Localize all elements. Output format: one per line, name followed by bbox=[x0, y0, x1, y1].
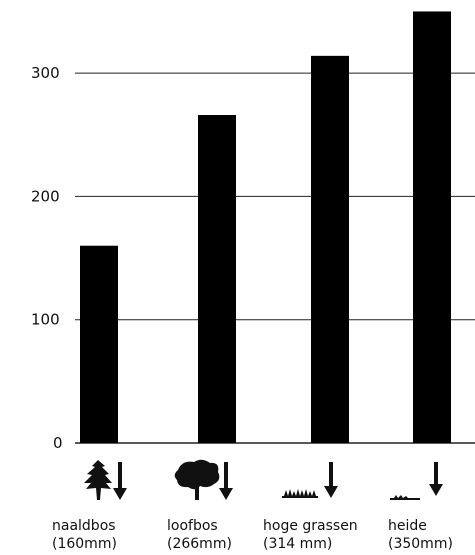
tall-grass-icon bbox=[282, 456, 346, 508]
category-name: heide bbox=[388, 518, 427, 534]
gridlines bbox=[75, 72, 475, 444]
category-label-heide: heide (350mm) bbox=[388, 517, 453, 553]
conifer-tree-icon bbox=[80, 456, 130, 508]
heath-icon bbox=[390, 456, 454, 508]
y-tick-label-0: 0 bbox=[53, 434, 63, 452]
category-label-hoge-grassen: hoge grassen (314 mm) bbox=[263, 517, 358, 553]
category-label-naaldbos: naaldbos (160mm) bbox=[52, 517, 117, 553]
bar-hoge-grassen bbox=[311, 55, 349, 443]
category-name: loofbos bbox=[167, 518, 218, 534]
bar-naaldbos bbox=[80, 245, 118, 443]
bar-loofbos bbox=[198, 115, 236, 443]
category-sublabel: (266mm) bbox=[167, 536, 232, 552]
y-tick-label-100: 100 bbox=[31, 311, 60, 329]
y-tick-label-300: 300 bbox=[31, 64, 60, 82]
bars bbox=[80, 11, 451, 443]
category-sublabel: (160mm) bbox=[52, 536, 117, 552]
bar-heide bbox=[413, 11, 451, 443]
category-label-loofbos: loofbos (266mm) bbox=[167, 517, 232, 553]
category-name: naaldbos bbox=[52, 518, 116, 534]
deciduous-tree-icon bbox=[172, 456, 240, 508]
y-axis-tick-labels: 0 100 200 300 bbox=[31, 64, 63, 452]
category-sublabel: (350mm) bbox=[388, 536, 453, 552]
category-name: hoge grassen bbox=[263, 518, 358, 534]
category-sublabel: (314 mm) bbox=[263, 536, 333, 552]
y-tick-label-200: 200 bbox=[31, 187, 60, 205]
